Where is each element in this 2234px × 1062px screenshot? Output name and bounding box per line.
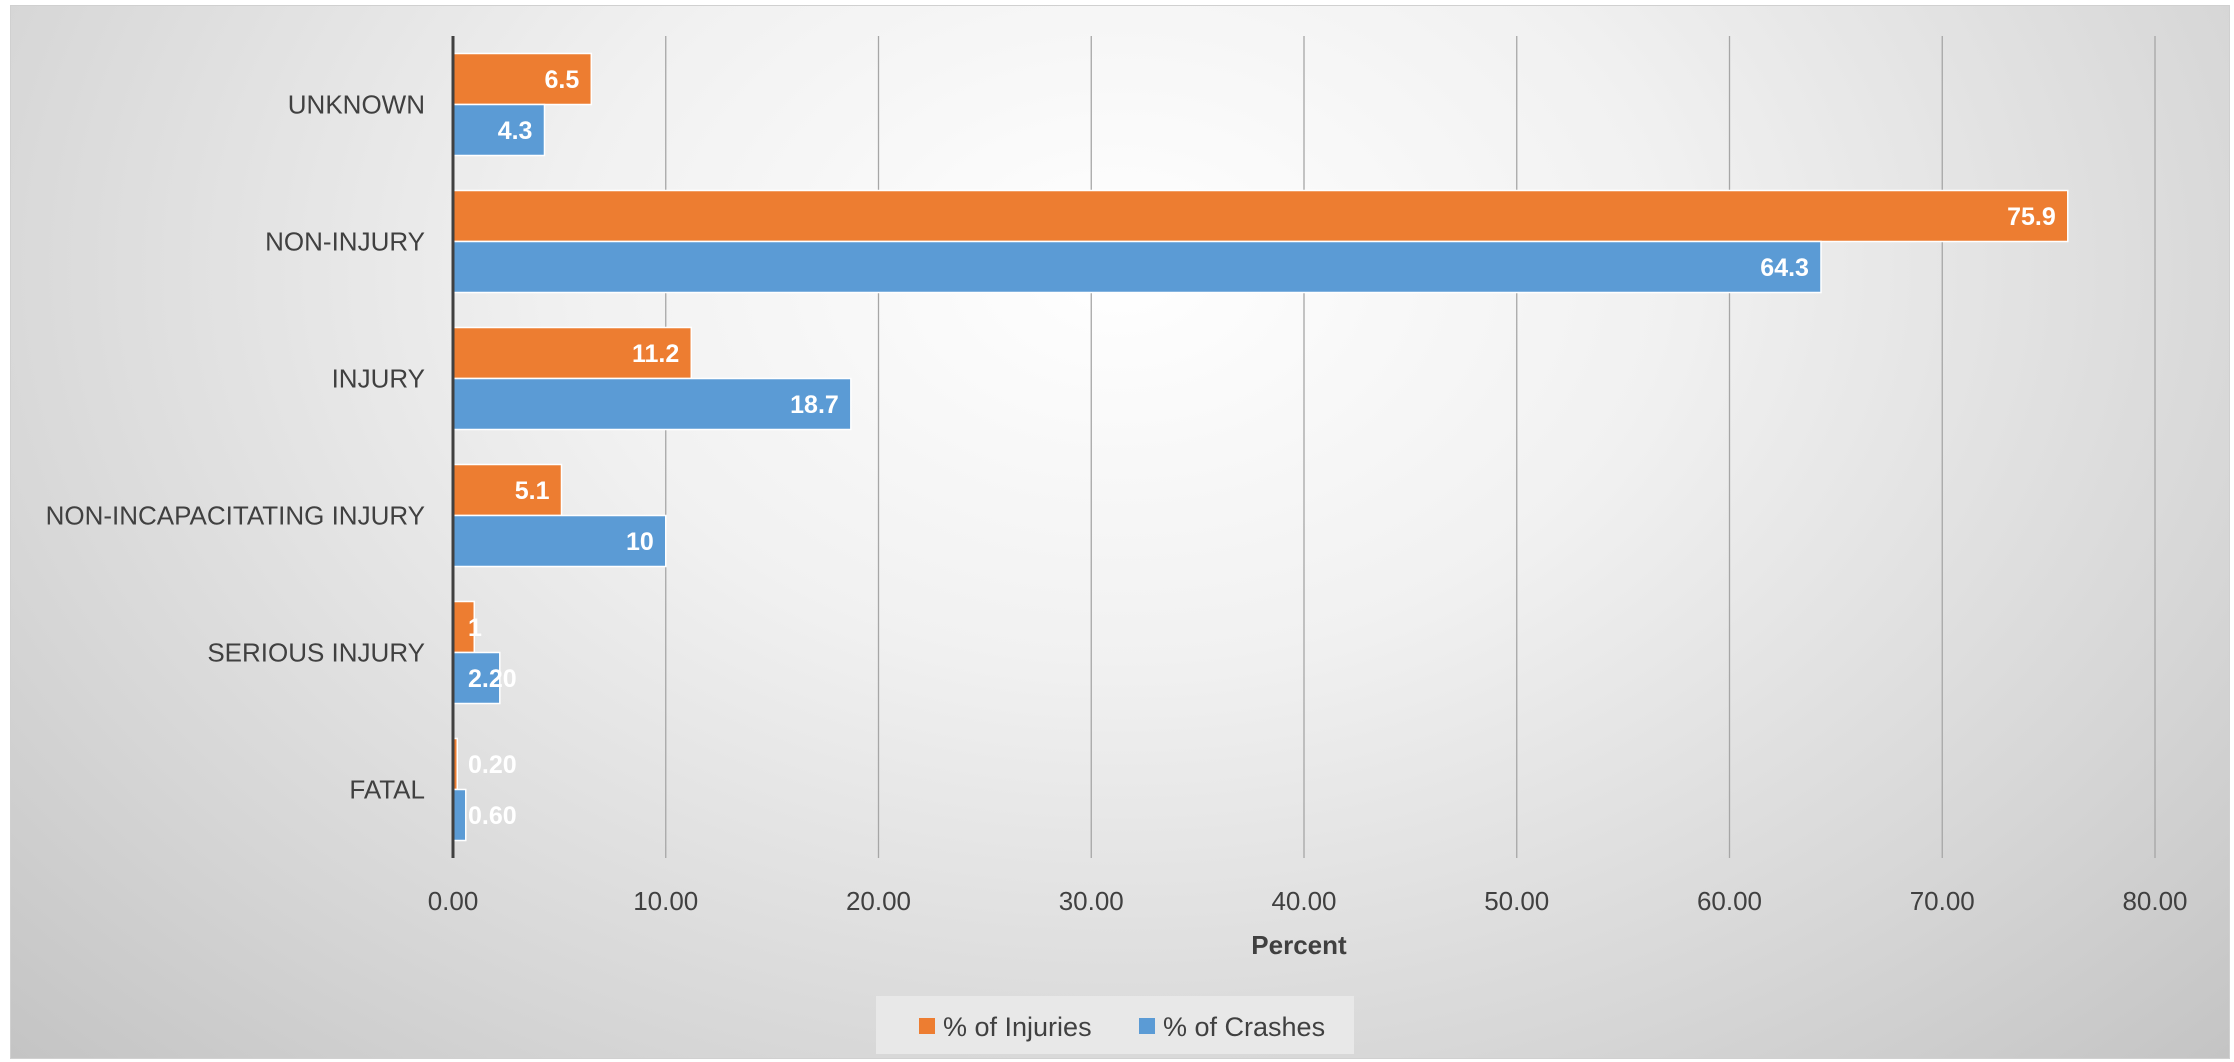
data-label: 5.1: [515, 477, 550, 505]
bar: [452, 240, 1822, 294]
legend-label-injuries: % of Injuries: [943, 1012, 1092, 1042]
data-label: 18.7: [790, 391, 839, 419]
bars: 0.20 0.60 1 2.20 5.1 10 11.2 18.7 75.9 64.3 6.5 4.3: [452, 52, 2069, 842]
data-label: 11.2: [632, 340, 679, 368]
x-tick-label: 40.00: [1271, 886, 1336, 916]
category-label: UNKNOWN: [288, 90, 425, 120]
legend-label-crashes: % of Crashes: [1163, 1012, 1325, 1042]
category-label: FATAL: [349, 775, 425, 805]
category-label: SERIOUS INJURY: [207, 638, 425, 668]
x-tick-label: 60.00: [1697, 886, 1762, 916]
data-label: 2.20: [468, 665, 517, 693]
data-label: 64.3: [1760, 254, 1809, 282]
data-label: 10: [626, 528, 654, 556]
data-label: 0.20: [468, 751, 517, 779]
bar: [452, 103, 546, 157]
x-tick-label: 20.00: [846, 886, 911, 916]
legend: % of Injuries % of Crashes: [876, 996, 1354, 1054]
x-tick-label: 0.00: [428, 886, 479, 916]
bar-chart: 0.20 0.60 1 2.20 5.1 10 11.2 18.7 75.9 64.3 6.5 4.3…: [46, 36, 2188, 1054]
x-tick-label: 70.00: [1910, 886, 1975, 916]
data-label: 0.60: [468, 802, 517, 830]
legend-box: [876, 996, 1354, 1054]
x-tick-label: 50.00: [1484, 886, 1549, 916]
data-label: 6.5: [545, 66, 580, 94]
bar: [452, 651, 501, 705]
legend-swatch-crashes: [1139, 1018, 1155, 1034]
category-label: NON-INCAPACITATING INJURY: [46, 501, 425, 531]
category-label: NON-INJURY: [265, 227, 425, 257]
x-tick-label: 30.00: [1059, 886, 1124, 916]
x-tick-label: 80.00: [2122, 886, 2187, 916]
x-tick-label: 10.00: [633, 886, 698, 916]
gridlines: [665, 36, 2156, 858]
data-label: 4.3: [498, 117, 533, 145]
bar: [452, 788, 467, 842]
legend-swatch-injuries: [919, 1018, 935, 1034]
bar: [452, 52, 593, 106]
bar: [452, 189, 2069, 243]
category-label: INJURY: [332, 364, 425, 394]
data-label: 75.9: [2007, 203, 2056, 231]
chart-area: 0.20 0.60 1 2.20 5.1 10 11.2 18.7 75.9 64.3 6.5 4.3…: [10, 5, 2230, 1059]
axes: 0.00 10.00 20.00 30.00 40.00 50.00 60.00 70.00 8…: [46, 36, 2188, 916]
bar: [452, 377, 852, 431]
x-axis-title: Percent: [1251, 930, 1347, 960]
data-label: 1: [468, 614, 482, 642]
